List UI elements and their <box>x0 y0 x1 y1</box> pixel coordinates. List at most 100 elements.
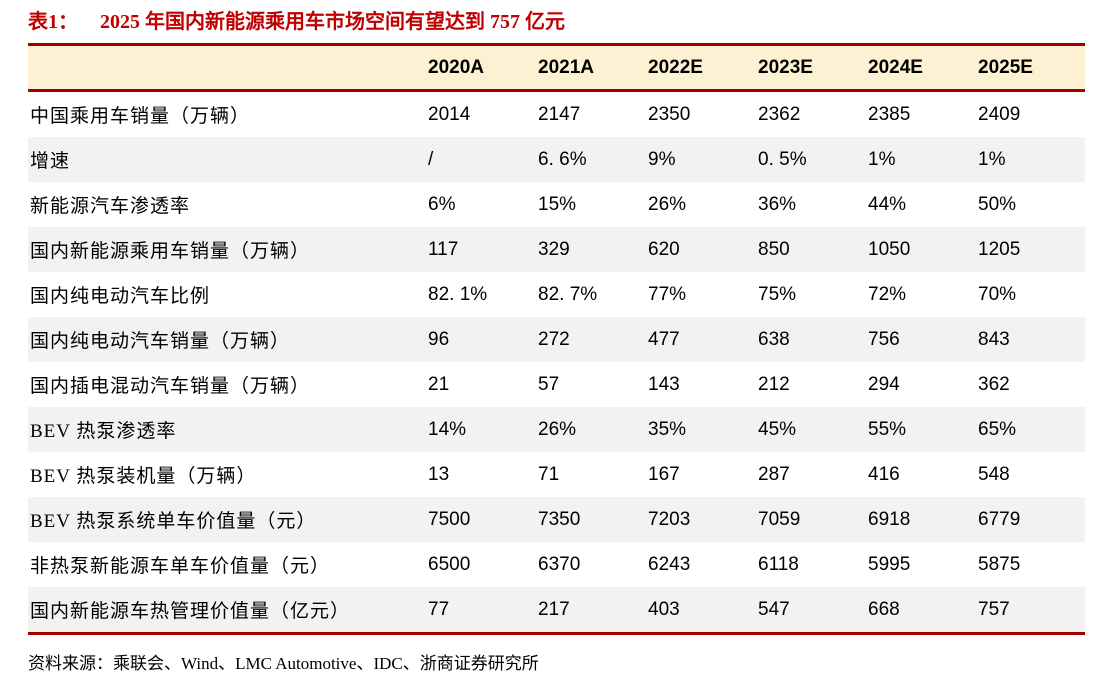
cell-value: 26% <box>538 418 577 440</box>
table-row: 国内新能源乘用车销量（万辆） 117 329 620 850 1050 1205 <box>28 227 1085 272</box>
cell-value: 329 <box>538 238 570 260</box>
cell-value: 77 <box>428 598 450 620</box>
table-row: 非热泵新能源车单车价值量（元） 6500 6370 6243 6118 5995 5875 <box>28 542 1085 587</box>
cell-value: 35% <box>648 418 687 440</box>
cell-value: 6370 <box>538 553 581 575</box>
cell-value: 77% <box>648 283 687 305</box>
column-header-2020a: 2020A <box>428 56 484 78</box>
top-rule <box>28 43 1085 46</box>
column-header-2021a: 2021A <box>538 56 594 78</box>
cell-value: 620 <box>648 238 680 260</box>
cell-value: 2147 <box>538 103 581 125</box>
cell-value: 477 <box>648 328 680 350</box>
cell-value: 36% <box>758 193 797 215</box>
row-label: BEV 热泵系统单车价值量（元） <box>30 511 317 532</box>
cell-value: 7059 <box>758 508 801 530</box>
cell-value: 44% <box>868 193 907 215</box>
cell-value: 850 <box>758 238 790 260</box>
table-title-prefix: 表1： <box>28 11 78 33</box>
cell-value: 82. 7% <box>538 283 598 305</box>
table-row: 国内纯电动汽车销量（万辆） 96 272 477 638 756 843 <box>28 317 1085 362</box>
data-table: 2020A 2021A 2022E 2023E 2024E 2025E 中国乘用车销量（万… <box>28 43 1085 635</box>
cell-value: 2362 <box>758 103 801 125</box>
cell-value: 2385 <box>868 103 911 125</box>
row-label: 新能源汽车渗透率 <box>30 196 191 217</box>
row-label: 非热泵新能源车单车价值量（元） <box>30 556 331 577</box>
cell-value: 843 <box>978 328 1010 350</box>
cell-value: 96 <box>428 328 450 350</box>
cell-value: 638 <box>758 328 790 350</box>
cell-value: 1205 <box>978 238 1021 260</box>
cell-value: 217 <box>538 598 570 620</box>
table-row: 新能源汽车渗透率 6% 15% 26% 36% 44% 50% <box>28 182 1085 227</box>
row-label: 国内新能源车热管理价值量（亿元） <box>30 601 351 622</box>
cell-value: 72% <box>868 283 907 305</box>
table-header-row: 2020A 2021A 2022E 2023E 2024E 2025E <box>28 46 1085 89</box>
table-row: 国内纯电动汽车比例 82. 1% 82. 7% 77% 75% 72% 70% <box>28 272 1085 317</box>
table-row: 增速 / 6. 6% 9% 0. 5% 1% 1% <box>28 137 1085 182</box>
header-rule <box>28 89 1085 92</box>
cell-value: 167 <box>648 463 680 485</box>
cell-value: 50% <box>978 193 1017 215</box>
cell-value: 757 <box>978 598 1010 620</box>
table-title-text: 2025 年国内新能源乘用车市场空间有望达到 757 亿元 <box>100 11 565 33</box>
row-label: 国内纯电动汽车销量（万辆） <box>30 331 291 352</box>
cell-value: 6. 6% <box>538 148 587 170</box>
cell-value: 13 <box>428 463 450 485</box>
cell-value: 55% <box>868 418 907 440</box>
cell-value: 7350 <box>538 508 581 530</box>
cell-value: 15% <box>538 193 577 215</box>
cell-value: 45% <box>758 418 797 440</box>
cell-value: 6% <box>428 193 456 215</box>
table-body: 中国乘用车销量（万辆） 2014 2147 2350 2362 2385 2409 增速 / 6.… <box>28 92 1085 632</box>
cell-value: 82. 1% <box>428 283 488 305</box>
cell-value: 117 <box>428 238 459 260</box>
cell-value: 9% <box>648 148 676 170</box>
column-header-2025e: 2025E <box>978 56 1033 78</box>
column-header-2023e: 2023E <box>758 56 813 78</box>
row-label: 国内纯电动汽车比例 <box>30 286 211 307</box>
table-row: 国内新能源车热管理价值量（亿元） 77 217 403 547 668 757 <box>28 587 1085 632</box>
cell-value: 416 <box>868 463 900 485</box>
cell-value: 7500 <box>428 508 471 530</box>
cell-value: 756 <box>868 328 900 350</box>
row-label: 增速 <box>30 151 71 172</box>
cell-value: 547 <box>758 598 790 620</box>
row-label: 中国乘用车销量（万辆） <box>30 106 251 127</box>
cell-value: 7203 <box>648 508 691 530</box>
table-row: 国内插电混动汽车销量（万辆） 21 57 143 212 294 362 <box>28 362 1085 407</box>
cell-value: 6243 <box>648 553 691 575</box>
cell-value: 2409 <box>978 103 1021 125</box>
source-note: 资料来源：乘联会、Wind、LMC Automotive、IDC、浙商证券研究所 <box>28 654 539 673</box>
cell-value: 6918 <box>868 508 911 530</box>
cell-value: 57 <box>538 373 560 395</box>
cell-value: 6500 <box>428 553 471 575</box>
cell-value: 5875 <box>978 553 1021 575</box>
cell-value: 65% <box>978 418 1017 440</box>
cell-value: 14% <box>428 418 467 440</box>
cell-value: 1050 <box>868 238 911 260</box>
cell-value: 2014 <box>428 103 471 125</box>
cell-value: 75% <box>758 283 797 305</box>
cell-value: 70% <box>978 283 1017 305</box>
cell-value: 668 <box>868 598 900 620</box>
cell-value: 2350 <box>648 103 691 125</box>
cell-value: 6118 <box>758 553 799 575</box>
cell-value: 26% <box>648 193 687 215</box>
bottom-rule <box>28 632 1085 635</box>
cell-value: 1% <box>868 148 896 170</box>
cell-value: 548 <box>978 463 1010 485</box>
cell-value: 362 <box>978 373 1010 395</box>
table-row: BEV 热泵渗透率 14% 26% 35% 45% 55% 65% <box>28 407 1085 452</box>
cell-value: 0. 5% <box>758 148 807 170</box>
cell-value: / <box>428 148 434 170</box>
column-header-2024e: 2024E <box>868 56 923 78</box>
cell-value: 6779 <box>978 508 1021 530</box>
cell-value: 5995 <box>868 553 911 575</box>
table-row: 中国乘用车销量（万辆） 2014 2147 2350 2362 2385 2409 <box>28 92 1085 137</box>
table-row: BEV 热泵装机量（万辆） 13 71 167 287 416 548 <box>28 452 1085 497</box>
cell-value: 212 <box>758 373 790 395</box>
row-label: 国内插电混动汽车销量（万辆） <box>30 376 311 397</box>
cell-value: 272 <box>538 328 570 350</box>
